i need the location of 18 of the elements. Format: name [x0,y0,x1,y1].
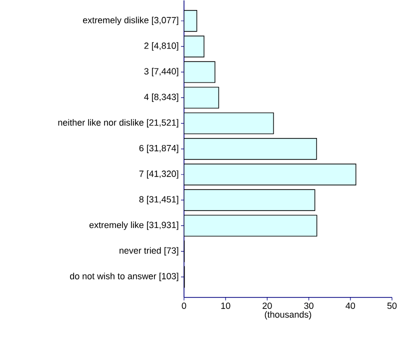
y-tick-label: never tried [73] [120,246,178,256]
x-tick-label: 0 [182,302,186,309]
y-tick-label: 8 [31,451] [139,196,178,204]
y-tick-label: 2 [4,810] [144,42,178,50]
y-tick-label: 7 [41,320] [139,170,178,178]
x-axis-title: (thousands) [264,310,312,320]
x-tick-label: 20 [262,302,272,309]
y-tick-label: extremely like [31,931] [89,221,178,230]
y-tick-label: 4 [8,343] [144,93,178,102]
y-tick-label: do not wish to answer [103] [70,272,178,281]
x-tick-label: 40 [346,302,356,309]
x-tick-label: 50 [387,302,397,309]
y-tick-label: neither like nor dislike [21,521] [58,118,178,128]
x-tick-label: 10 [221,302,230,309]
y-tick-label: 3 [7,440] [144,68,178,76]
x-tick-label: 30 [304,302,314,309]
y-tick-label: 6 [31,874] [139,144,178,153]
y-tick-label: extremely dislike [3,077] [83,16,178,25]
